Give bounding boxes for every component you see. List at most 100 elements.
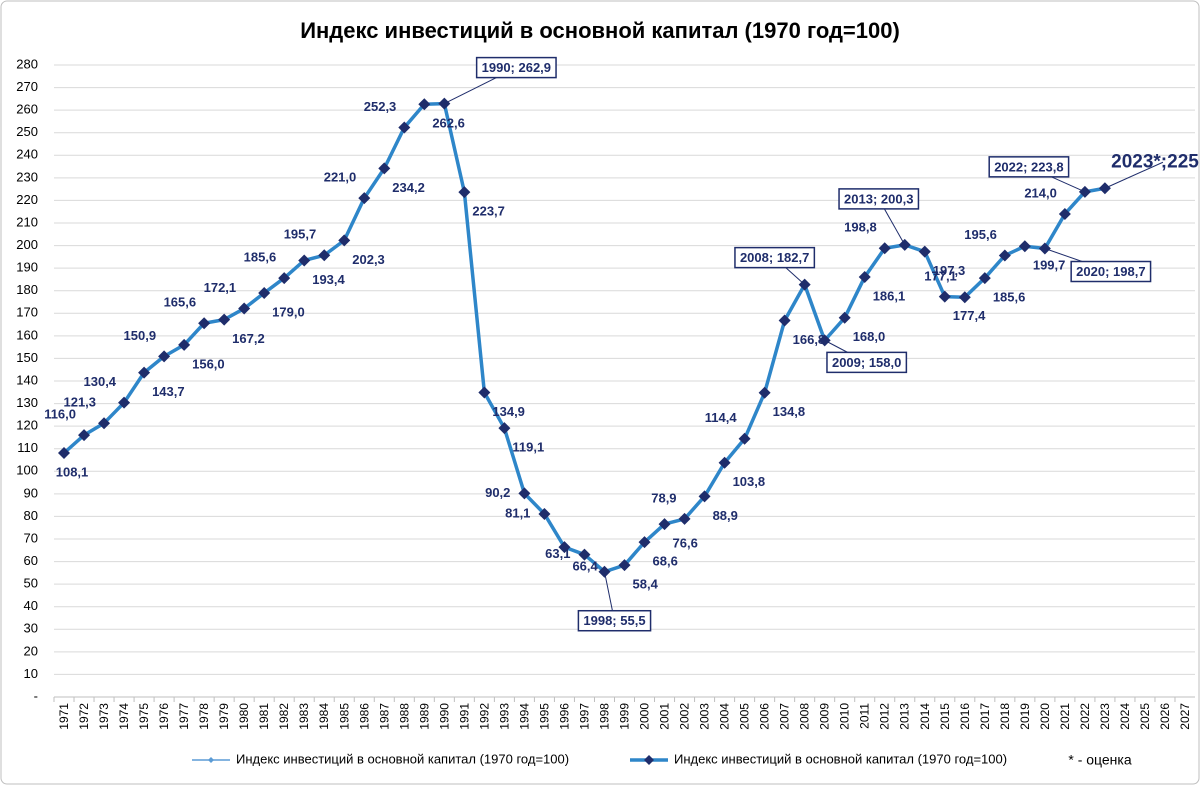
value-label: 221,0 [324, 170, 357, 185]
value-label: 177,4 [953, 308, 986, 323]
x-tick-label: 1977 [177, 703, 191, 730]
marker [518, 487, 531, 500]
x-tick-label: 1992 [477, 703, 491, 730]
value-label: 134,9 [492, 404, 525, 419]
value-label: 202,3 [352, 252, 385, 267]
marker [638, 536, 651, 549]
callout-box [734, 246, 816, 269]
value-label: 234,2 [392, 180, 425, 195]
x-tick-label: 2001 [658, 703, 672, 730]
x-tick-label: 1998 [597, 703, 611, 730]
marker [378, 162, 391, 175]
marker [58, 447, 71, 460]
value-label: 197,3 [933, 263, 966, 278]
x-tick-label: 1980 [237, 703, 251, 730]
x-tick-label: 2004 [718, 703, 732, 730]
y-tick-label: 40 [24, 598, 38, 613]
y-tick-label: 200 [16, 237, 38, 252]
marker [258, 286, 271, 299]
marker [278, 272, 291, 285]
marker [138, 366, 151, 379]
marker [658, 518, 671, 531]
y-tick-label: 140 [16, 372, 38, 387]
y-tick-label: 180 [16, 282, 38, 297]
marker [398, 121, 411, 134]
value-label: 68,6 [653, 554, 678, 569]
x-tick-label: 1983 [297, 703, 311, 730]
value-label: 76,6 [673, 536, 698, 551]
x-tick-label: 1995 [537, 703, 551, 730]
x-tick-label: 2000 [638, 703, 652, 730]
marker [1058, 207, 1071, 220]
value-label: 103,8 [733, 474, 766, 489]
marker [178, 338, 191, 351]
value-label: 90,2 [485, 485, 510, 500]
value-label: 119,1 [512, 440, 544, 455]
y-tick-label: 10 [24, 666, 38, 681]
marker [358, 192, 371, 205]
value-label: 165,6 [164, 295, 197, 310]
marker [158, 350, 171, 363]
marker [718, 456, 731, 469]
y-tick-label: 250 [16, 124, 38, 139]
x-tick-label: 1985 [337, 703, 351, 730]
y-tick-label: 70 [24, 530, 38, 545]
y-tick-label: 120 [16, 418, 38, 433]
x-tick-label: 1976 [157, 703, 171, 730]
x-tick-label: 2007 [778, 703, 792, 730]
value-label: 1998; 55,5 [583, 613, 645, 628]
value-label: 108,1 [56, 464, 89, 479]
y-tick-label: 170 [16, 305, 38, 320]
marker [738, 432, 751, 445]
y-tick-label: 220 [16, 192, 38, 207]
x-tick-label: 2019 [1018, 703, 1032, 730]
x-tick-label: 1996 [557, 703, 571, 730]
value-label: 121,3 [63, 395, 96, 410]
value-label: 262,6 [432, 116, 465, 131]
y-tick-label: 50 [24, 576, 38, 591]
x-tick-label: 2022 [1078, 703, 1092, 730]
value-label: 78,9 [651, 490, 676, 505]
x-tick-label: 2008 [798, 703, 812, 730]
value-label: 168,0 [853, 329, 886, 344]
marker [538, 507, 551, 520]
value-label: 2020; 198,7 [1076, 264, 1145, 279]
value-label: 195,6 [964, 227, 997, 242]
x-tick-label: 2015 [938, 703, 952, 730]
callout-box [1070, 260, 1152, 283]
value-label: 252,3 [364, 99, 397, 114]
value-label: 134,8 [773, 404, 806, 419]
x-tick-label: 1982 [277, 703, 291, 730]
value-label: 177,1 [924, 269, 957, 284]
value-label: 167,2 [232, 331, 265, 346]
marker [838, 311, 851, 324]
x-tick-label: 1990 [437, 703, 451, 730]
y-tick-label: 90 [24, 485, 38, 500]
value-label: 66,4 [572, 559, 598, 574]
chart-title: Индекс инвестиций в основной капитал (19… [300, 18, 900, 43]
marker [218, 313, 231, 326]
y-tick-label: 110 [17, 440, 38, 455]
y-tick-label: 270 [16, 79, 38, 94]
x-tick-label: 1973 [97, 703, 111, 730]
marker [198, 317, 211, 330]
marker [878, 242, 891, 255]
marker [1018, 240, 1031, 253]
marker [758, 386, 771, 399]
y-tick-label: 150 [16, 350, 38, 365]
value-label: 2013; 200,3 [844, 191, 913, 206]
legend-label: Индекс инвестиций в основной капитал (19… [674, 751, 1007, 766]
y-tick-label: 210 [16, 214, 38, 229]
marker [618, 559, 631, 572]
value-label: 198,8 [844, 220, 877, 235]
y-tick-label: 160 [16, 327, 38, 342]
y-tick-label: 60 [24, 553, 38, 568]
callout-box [826, 351, 908, 374]
x-tick-label: 1986 [357, 703, 371, 730]
value-label: 193,4 [312, 272, 345, 287]
value-label: 116,0 [44, 407, 76, 422]
marker [458, 186, 471, 199]
marker [558, 541, 571, 554]
y-tick-label: 20 [24, 643, 38, 658]
